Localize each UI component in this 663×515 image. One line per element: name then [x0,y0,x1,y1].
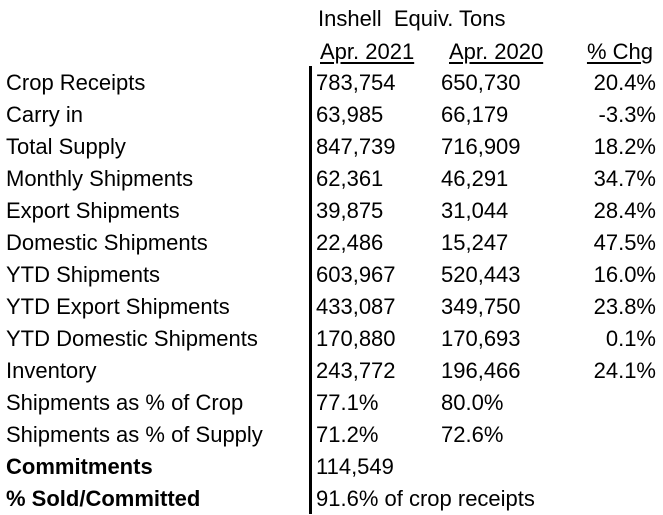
cell-apr-2021: 783,754 [316,70,396,95]
cell-pct-change: 24.1% [593,358,656,383]
row-label: YTD Shipments [6,262,161,287]
row-label: Monthly Shipments [6,166,194,191]
row-label: Shipments as % of Supply [6,422,263,447]
row-label: Shipments as % of Crop [6,390,244,415]
cell-apr-2020: 15,247 [441,230,509,255]
column-header-pct-change: % Chg [586,39,653,64]
row-label: Inventory [6,358,97,383]
cell-pct-change: 16.0% [593,262,656,287]
cell-apr-2020: 520,443 [441,262,521,287]
cell-pct-change: 34.7% [593,166,656,191]
table-row: Domestic Shipments 22,486 15,247 47.5% [0,227,663,259]
table-row: YTD Domestic Shipments 170,880 170,693 0… [0,323,663,355]
table-row: Carry in 63,985 66,179 -3.3% [0,99,663,131]
table-row: Shipments as % of Crop 77.1% 80.0% [0,387,663,419]
cell-apr-2021: 63,985 [316,102,384,127]
cell-apr-2021: 22,486 [316,230,384,255]
cell-apr-2020: 72.6% [441,422,504,447]
cell-pct-change: 20.4% [593,70,656,95]
cell-apr-2020: 66,179 [441,102,509,127]
table-row: % Sold/Committed 91.6% of crop receipts [0,483,663,515]
cell-apr-2021: 847,739 [316,134,396,159]
row-label: YTD Domestic Shipments [6,326,258,351]
cell-apr-2020: 196,466 [441,358,521,383]
cell-apr-2020: 650,730 [441,70,521,95]
row-label: YTD Export Shipments [6,294,230,319]
cell-pct-change: 28.4% [593,198,656,223]
cell-pct-change: 47.5% [593,230,656,255]
cell-pct-change: 0.1% [605,326,656,351]
cell-apr-2020: 716,909 [441,134,521,159]
table-row: Total Supply 847,739 716,909 18.2% [0,131,663,163]
table-row: YTD Shipments 603,967 520,443 16.0% [0,259,663,291]
cell-apr-2021: 62,361 [316,166,384,191]
cell-apr-2020: 46,291 [441,166,509,191]
cell-apr-2021: 91.6% of crop receipts [316,486,535,511]
column-header-apr-2021: Apr. 2021 [320,39,415,64]
table-row: Commitments 114,549 [0,451,663,483]
table-body: Crop Receipts 783,754 650,730 20.4% Carr… [0,67,663,515]
row-label: Export Shipments [6,198,180,223]
cell-apr-2021: 39,875 [316,198,384,223]
table-title: Inshell Equiv. Tons [318,6,506,31]
row-label: Domestic Shipments [6,230,208,255]
row-label: Carry in [6,102,84,127]
table-row: Crop Receipts 783,754 650,730 20.4% [0,67,663,99]
cell-apr-2020: 349,750 [441,294,521,319]
row-label: Commitments [6,454,153,479]
row-label: Crop Receipts [6,70,146,95]
cell-pct-change: -3.3% [598,102,656,127]
cell-apr-2021: 114,549 [316,454,394,479]
cell-apr-2020: 31,044 [441,198,509,223]
cell-apr-2020: 170,693 [441,326,521,351]
row-label: % Sold/Committed [6,486,201,511]
cell-apr-2021: 170,880 [316,326,396,351]
cell-apr-2021: 77.1% [316,390,379,415]
cell-apr-2021: 433,087 [316,294,396,319]
cell-apr-2020: 80.0% [441,390,504,415]
vertical-divider [309,66,312,514]
table-row: Inventory 243,772 196,466 24.1% [0,355,663,387]
table-row: Export Shipments 39,875 31,044 28.4% [0,195,663,227]
table-row: YTD Export Shipments 433,087 349,750 23.… [0,291,663,323]
table-row: Shipments as % of Supply 71.2% 72.6% [0,419,663,451]
cell-apr-2021: 603,967 [316,262,396,287]
cell-pct-change: 23.8% [593,294,656,319]
column-header-apr-2020: Apr. 2020 [449,39,544,64]
row-label: Total Supply [6,134,126,159]
table-row: Monthly Shipments 62,361 46,291 34.7% [0,163,663,195]
cell-apr-2021: 71.2% [316,422,379,447]
cell-pct-change: 18.2% [593,134,656,159]
cell-apr-2021: 243,772 [316,358,396,383]
